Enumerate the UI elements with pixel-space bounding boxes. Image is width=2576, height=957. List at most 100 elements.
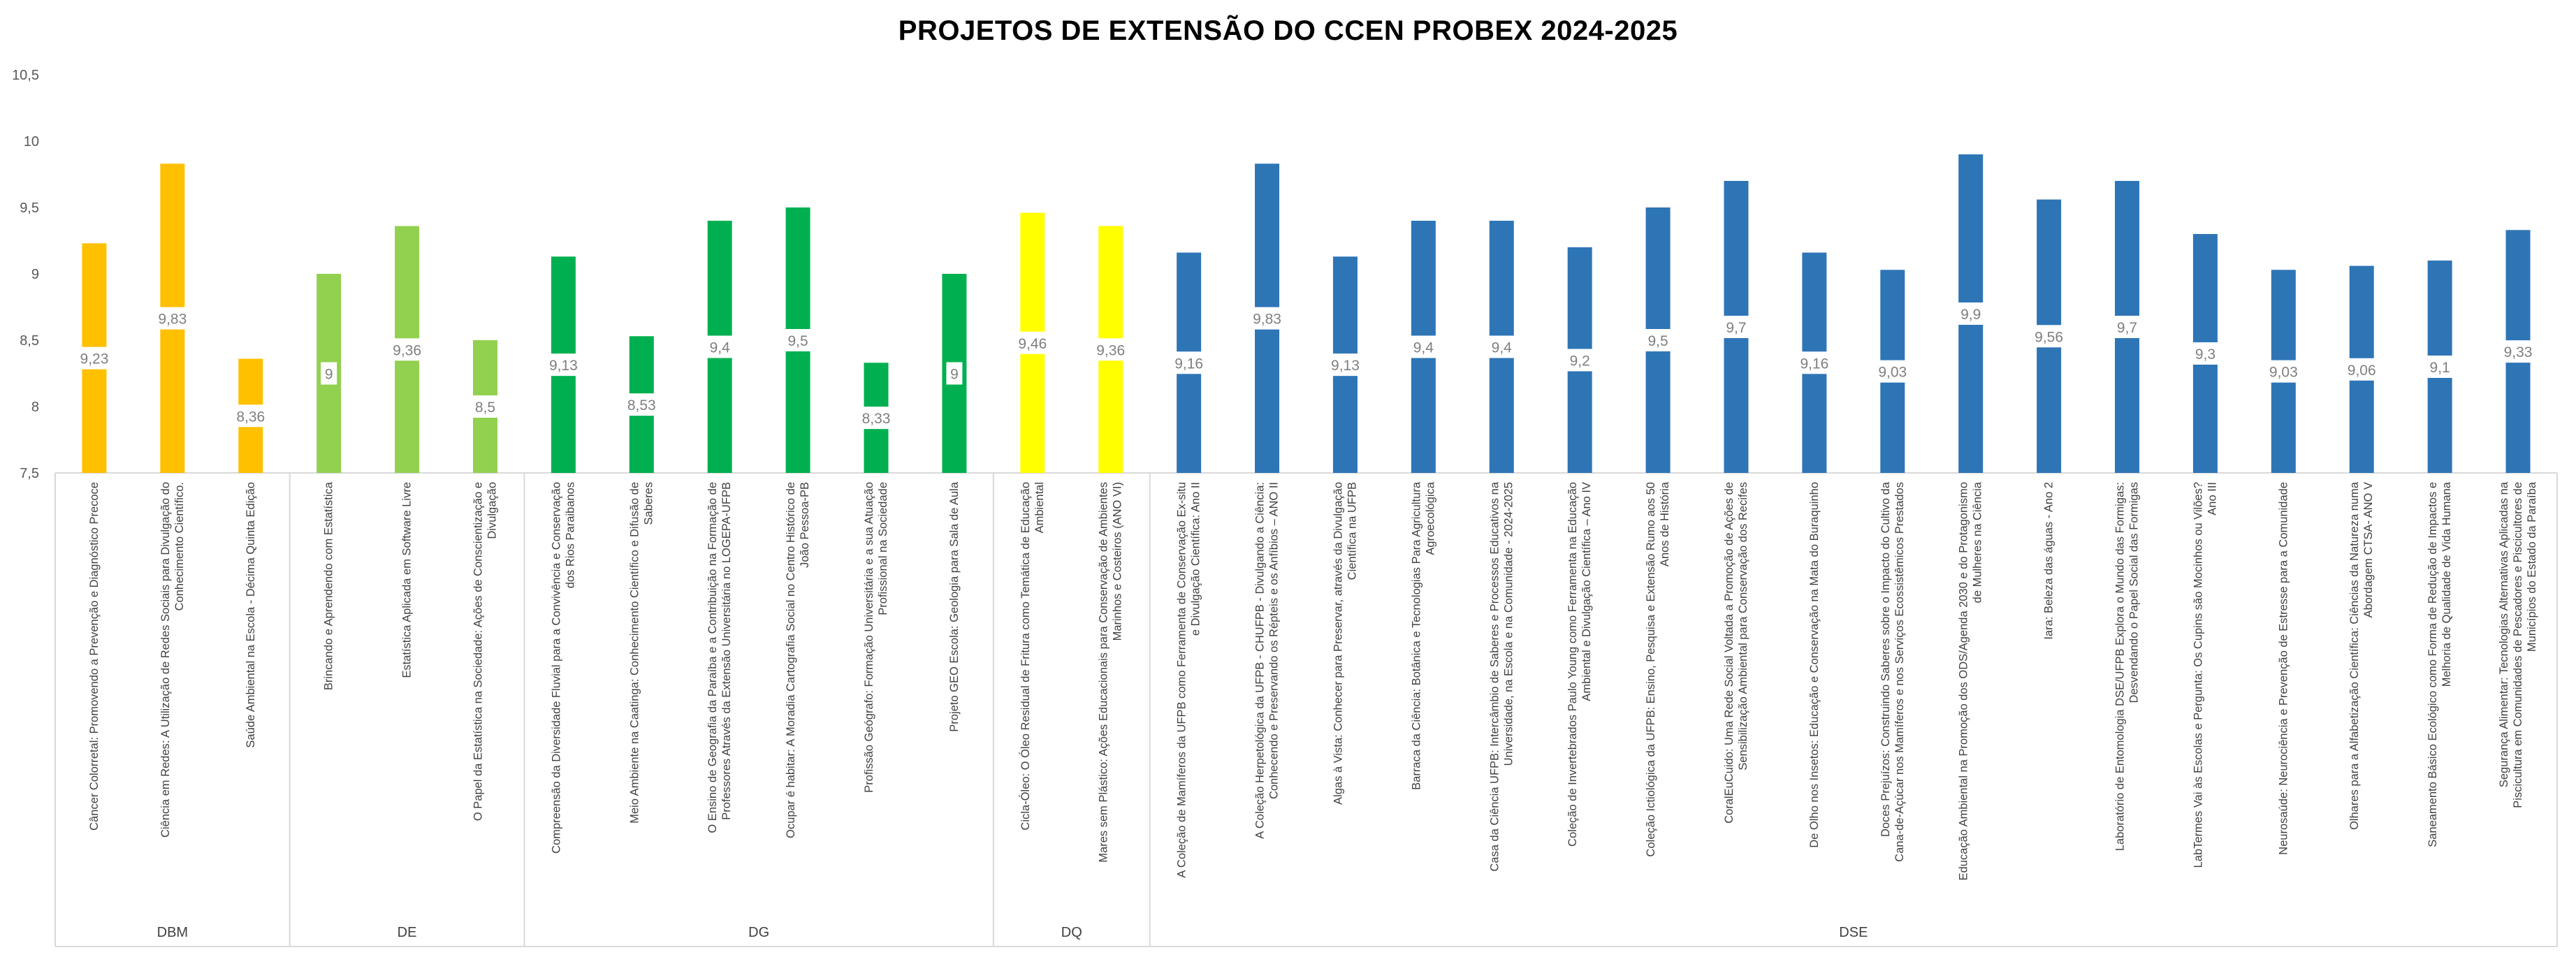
- category-label-line: dos Rios Paraibanos: [564, 482, 576, 588]
- data-label-box: [1012, 331, 1052, 354]
- category-label-line: Casa da Ciência UFPB: Intercâmbio de Sab…: [1488, 481, 1501, 871]
- y-tick-label: 7,5: [20, 466, 39, 481]
- category-label: Profissão Geógrafo: Formação Universitár…: [863, 482, 889, 793]
- category-label: Brincando e Aprendendo com Estatística: [323, 481, 335, 690]
- data-label: 9,03: [1878, 365, 1907, 381]
- category-label: Doces Prejuízos: Construindo Saberes sob…: [1879, 481, 1906, 862]
- category-label-line: Científica na UFPB: [1346, 482, 1358, 580]
- data-label-box: [74, 346, 114, 370]
- category-label-line: O Papel da Estatística na Sociedade: Açõ…: [472, 482, 484, 821]
- category-label: Saneamento Básico Ecológico como Forma d…: [2426, 481, 2453, 847]
- category-label-line: e Divulgação Científica: Ano II: [1190, 482, 1202, 636]
- category-label-line: Educação Ambiental na Promoção dos ODS/A…: [1958, 482, 1970, 881]
- category-label: Neurosaúde: Neurociência e Prevenção de …: [2277, 482, 2290, 855]
- category-label-line: Ambiental e Divulgação Científica – Ano …: [1580, 482, 1593, 701]
- group-label: DE: [398, 925, 417, 940]
- category-label: Projeto GEO Escola: Geologia para Sala d…: [948, 481, 961, 732]
- category-label: Estatística Aplicada em Software Livre: [401, 482, 414, 678]
- data-label: 9,9: [1960, 307, 1981, 323]
- category-label: Ciência em Redes: A Utilização de Redes …: [159, 482, 186, 838]
- category-label-line: Ocupar é habitar: A Moradia Cartografia …: [785, 482, 797, 838]
- category-label: O Papel da Estatística na Sociedade: Açõ…: [472, 482, 498, 821]
- category-label-line: Doces Prejuízos: Construindo Saberes sob…: [1879, 481, 1892, 837]
- category-label-line: Marinhos e Costeiros (ANO VI): [1112, 482, 1124, 641]
- category-label: Iara: Beleza das águas - Ano 2: [2043, 482, 2055, 640]
- category-label-line: Olhares para a Alfabetização Científica:…: [2348, 481, 2361, 830]
- group-label: DQ: [1061, 925, 1082, 940]
- category-label-line: Profissional na Sociedade: [877, 482, 889, 615]
- y-tick-label: 9: [31, 267, 39, 282]
- category-label-line: Conhecendo e Preservando os Répteis e os…: [1268, 482, 1281, 799]
- category-label-line: Mares sem Plástico: Ações Educacionais p…: [1098, 482, 1110, 863]
- category-label-line: Barraca da Ciência: Botânica e Tecnologi…: [1410, 481, 1422, 790]
- data-label: 9,1: [2430, 360, 2450, 376]
- category-label: A Coleção de Mamíferos da UFPB como Ferr…: [1176, 482, 1202, 878]
- data-label: 9,83: [1253, 312, 1281, 328]
- data-label: 9,7: [2117, 320, 2137, 336]
- category-label-line: Melhoria de Qualidade de Vida Humana: [2440, 481, 2453, 687]
- data-label: 9,7: [1726, 320, 1746, 336]
- category-label-line: Brincando e Aprendendo com Estatística: [323, 481, 335, 690]
- data-label: 9,5: [788, 333, 808, 349]
- data-label: 9,2: [1570, 353, 1590, 370]
- category-label: LabTermes Vai às Escolas e Pergunta: Os …: [2192, 482, 2218, 868]
- category-label-line: Segurança Alimentar: Tecnologias Alterna…: [2498, 481, 2510, 787]
- data-label-box: [2424, 356, 2456, 378]
- data-label: 9,16: [1174, 356, 1203, 372]
- data-label-box: [782, 329, 814, 351]
- data-label: 9,03: [2269, 365, 2298, 381]
- category-label-line: Sensibilização Ambiental para Conservaçã…: [1737, 482, 1749, 770]
- category-label-line: Ciência em Redes: A Utilização de Redes …: [159, 482, 172, 838]
- category-label-line: CoralEuCuido: Uma Rede Social Voltada a …: [1723, 482, 1735, 824]
- category-label-line: Iara: Beleza das águas - Ano 2: [2043, 482, 2055, 640]
- y-tick-label: 9,5: [20, 200, 39, 216]
- data-label-box: [231, 404, 270, 428]
- data-label: 9,5: [1647, 333, 1668, 349]
- data-label-box: [2498, 340, 2538, 363]
- data-label-box: [622, 393, 662, 416]
- category-label-line: Coleção Ictiológica da UFPB: Ensino, Pes…: [1645, 482, 1657, 857]
- bars-layer: [82, 154, 2531, 474]
- y-tick-label: 8,5: [20, 333, 39, 349]
- category-label: Barraca da Ciência: Botânica e Tecnologi…: [1410, 481, 1436, 790]
- category-label-line: Meio Ambiente na Caatinga: Conhecimento …: [628, 482, 641, 824]
- category-label: Mares sem Plástico: Ações Educacionais p…: [1098, 482, 1124, 863]
- data-label-box: [857, 407, 896, 430]
- category-label-line: Compreensão da Diversidade Fluvial para …: [550, 482, 562, 854]
- category-label-line: De Olho nos Insetos: Educação e Conserva…: [1808, 482, 1821, 848]
- data-label-box: [1564, 349, 1596, 372]
- data-label-box: [1794, 351, 1834, 374]
- data-label: 8,5: [475, 400, 495, 416]
- category-label-line: Agroecológica: [1424, 481, 1436, 555]
- category-label-line: O Ensino de Geografia da Paraíba e a Con…: [706, 482, 719, 833]
- category-label-line: Laboratório de Entomologia DSE/UFPB Expl…: [2114, 482, 2127, 851]
- category-label: Coleção Ictiológica da UFPB: Ensino, Pes…: [1645, 481, 1671, 856]
- data-label-box: [1872, 360, 1912, 383]
- y-tick-label: 10,5: [12, 68, 39, 83]
- data-label: 9,06: [2348, 363, 2376, 379]
- data-label: 9,33: [2504, 344, 2533, 360]
- data-label: 9,36: [393, 342, 421, 358]
- category-label-line: Piscicultura em Comunidades de Pescadore…: [2512, 482, 2524, 808]
- category-label: Saúde Ambiental na Escola - Décima Quint…: [245, 482, 257, 748]
- data-label: 9,13: [549, 358, 578, 374]
- category-label-line: Estatística Aplicada em Software Livre: [401, 482, 414, 678]
- category-label-line: LabTermes Vai às Escolas e Pergunta: Os …: [2192, 482, 2204, 868]
- category-label-line: Algas à Vista: Conhecer para Preservar, …: [1332, 482, 1344, 805]
- category-label-line: Neurosaúde: Neurociência e Prevenção de …: [2277, 482, 2290, 855]
- category-label: Compreensão da Diversidade Fluvial para …: [550, 482, 576, 854]
- data-label: 9: [325, 367, 333, 383]
- data-label-box: [1720, 316, 1752, 338]
- category-label: Câncer Colorretal: Promovendo a Prevençã…: [88, 482, 101, 831]
- category-label-line: Coleção de Invertebrados Paulo Young com…: [1566, 482, 1579, 847]
- category-label-line: Universidade, na Escola e na Comunidade …: [1502, 482, 1515, 766]
- data-label: 9,4: [1492, 340, 1513, 356]
- category-label-line: A Coleção Herpetológica da UFPB - CHUFPB…: [1254, 482, 1267, 839]
- data-label-box: [152, 307, 192, 330]
- category-label-line: Projeto GEO Escola: Geologia para Sala d…: [948, 481, 961, 732]
- data-label-box: [469, 395, 501, 418]
- category-label-line: Câncer Colorretal: Promovendo a Prevençã…: [88, 482, 101, 831]
- category-label: O Ensino de Geografia da Paraíba e a Con…: [706, 482, 733, 833]
